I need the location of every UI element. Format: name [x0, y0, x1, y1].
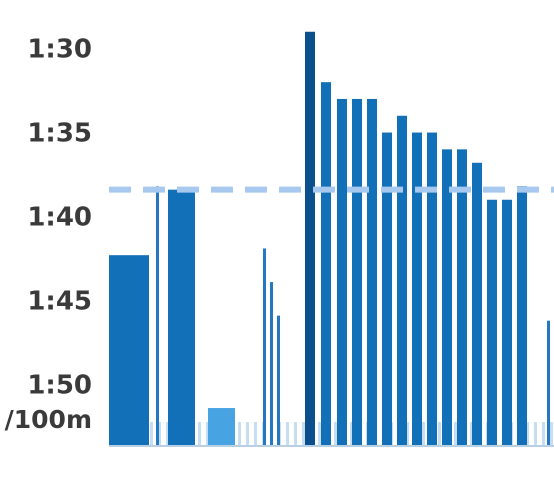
rest-mark [150, 422, 153, 445]
y-tick-label: 1:35 [27, 119, 92, 149]
pace-bar [270, 282, 273, 445]
rest-mark [166, 422, 169, 445]
y-tick-label: 1:45 [27, 287, 92, 317]
pace-bar [321, 82, 331, 446]
pace-bar [305, 31, 315, 446]
pace-bar [156, 186, 159, 445]
pace-bar [517, 186, 527, 445]
rest-mark [294, 422, 297, 445]
pace-bar [442, 149, 452, 445]
pace-bar [208, 408, 235, 445]
rest-mark [318, 422, 321, 445]
pace-bar [487, 199, 497, 445]
pace-bar [109, 255, 149, 445]
rest-mark [454, 422, 457, 445]
rest-mark [158, 422, 161, 445]
pace-bar [502, 199, 512, 445]
y-unit-label: /100m [5, 405, 92, 434]
rest-mark [246, 422, 249, 445]
rest-mark [534, 422, 537, 445]
pace-bar [352, 98, 362, 445]
pace-bar [277, 315, 280, 445]
pace-bar [263, 248, 266, 445]
rest-mark [334, 422, 337, 445]
pace-bar [472, 162, 482, 445]
y-tick-label: 1:50 [27, 371, 92, 401]
rest-mark [470, 422, 473, 445]
rest-mark [302, 422, 305, 445]
rest-mark [206, 422, 209, 445]
rest-mark [438, 422, 441, 445]
rest-mark [238, 422, 241, 445]
rest-mark [254, 422, 257, 445]
pace-bar [547, 320, 550, 445]
rest-mark [286, 422, 289, 445]
pace-bar [168, 189, 195, 445]
y-axis: 1:30 1:35 1:40 1:45 1:50 /100m [5, 35, 92, 434]
pace-bar [397, 115, 407, 446]
y-tick-label: 1:30 [27, 35, 92, 65]
bars [109, 31, 550, 446]
pace-bar [457, 149, 467, 445]
rest-mark [526, 422, 529, 445]
rest-mark [550, 422, 553, 445]
pace-bar [382, 132, 392, 445]
pace-bar [427, 132, 437, 445]
y-tick-label: 1:40 [27, 203, 92, 233]
pace-bar [337, 98, 347, 445]
rest-mark [542, 422, 545, 445]
pace-bar [412, 132, 422, 445]
rest-mark [422, 422, 425, 445]
rest-mark [198, 422, 201, 445]
pace-bar [367, 98, 377, 445]
rest-mark [350, 422, 353, 445]
rest-mark [406, 422, 409, 445]
